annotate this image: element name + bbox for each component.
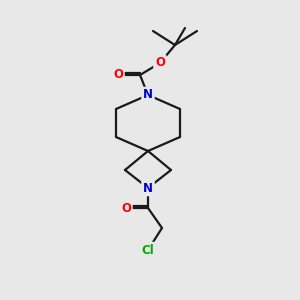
Text: N: N (143, 182, 153, 194)
Text: O: O (121, 202, 131, 214)
Text: O: O (155, 56, 165, 70)
Text: N: N (143, 88, 153, 101)
Text: O: O (113, 68, 123, 82)
Text: Cl: Cl (142, 244, 154, 256)
